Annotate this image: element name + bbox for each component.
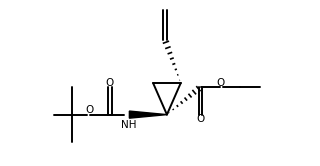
Text: O: O — [86, 105, 94, 115]
Polygon shape — [129, 111, 167, 118]
Text: O: O — [106, 78, 114, 88]
Text: NH: NH — [121, 121, 136, 130]
Text: O: O — [196, 114, 204, 124]
Text: O: O — [216, 78, 224, 88]
